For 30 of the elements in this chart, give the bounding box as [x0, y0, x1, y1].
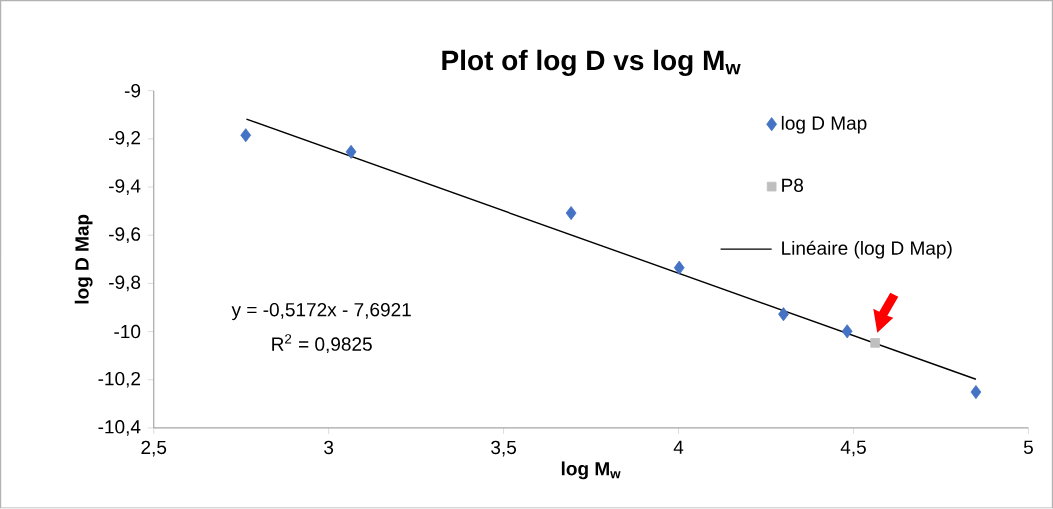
- legend-label: P8: [782, 178, 804, 193]
- x-axis-title: log M$_{w}$: [561, 461, 621, 480]
- y-tick-label: -9,6: [109, 227, 141, 244]
- point: [673, 260, 685, 275]
- x-tick-label: 3,5: [491, 440, 517, 457]
- point: [778, 307, 789, 322]
- legend-label: Linéaire (log D Map): [782, 240, 952, 259]
- annotation: y = -0,5172x - 7,6921: [231, 303, 411, 321]
- point: [841, 324, 853, 339]
- x-tick-label: 2,5: [141, 440, 167, 457]
- y-tick-label: -10,2: [98, 372, 141, 388]
- y-tick-label: -9: [124, 84, 141, 98]
- x-tick-label: 5: [1023, 440, 1033, 455]
- point: [870, 338, 880, 348]
- legend-label: log D Map: [781, 116, 867, 134]
- y-tick-label: -10: [114, 325, 141, 339]
- annotation: R$^{2}$ = 0,9825: [272, 334, 372, 354]
- y-tick-label: -9,8: [109, 275, 141, 292]
- y-tick-label: -9,4: [109, 179, 141, 196]
- y-tick-label: -9,2: [109, 131, 141, 147]
- chart-title: Plot of log D vs log M$_{w}$: [442, 49, 741, 77]
- x-tick-label: 3: [324, 440, 334, 455]
- point: [970, 385, 982, 400]
- y-tick-label: -10,4: [98, 420, 141, 436]
- point: [565, 206, 577, 221]
- point: [345, 145, 357, 160]
- point: [240, 128, 252, 143]
- x-tick-label: 4: [673, 440, 684, 454]
- y-axis-title: log D Map: [74, 214, 93, 304]
- x-tick-label: 4,5: [840, 440, 866, 457]
